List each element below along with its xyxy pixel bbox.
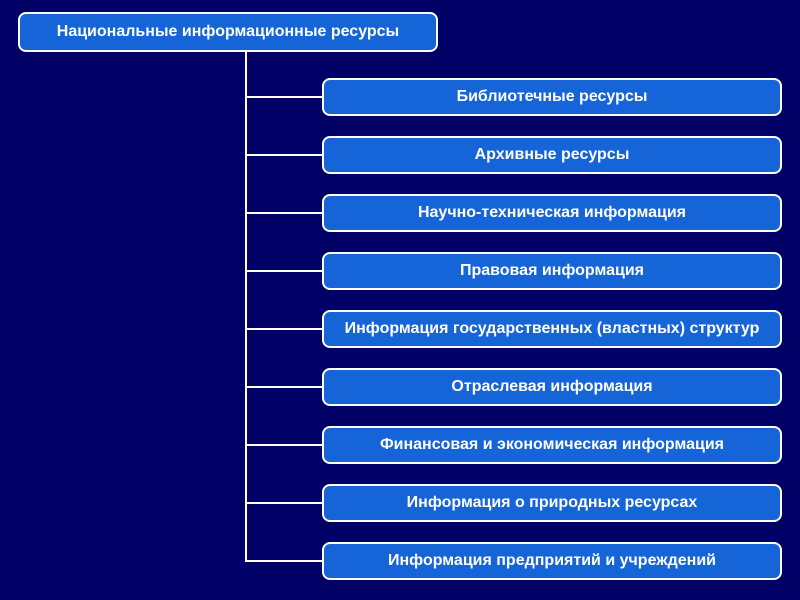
child-node-4: Информация государственных (властных) ст… [322,310,782,348]
child-node-7: Информация о природных ресурсах [322,484,782,522]
trunk-line [245,52,247,561]
branch-line-0 [245,96,322,98]
branch-line-7 [245,502,322,504]
child-node-3: Правовая информация [322,252,782,290]
branch-line-2 [245,212,322,214]
child-node-5: Отраслевая информация [322,368,782,406]
branch-line-6 [245,444,322,446]
branch-line-1 [245,154,322,156]
child-node-0: Библиотечные ресурсы [322,78,782,116]
diagram-canvas: Национальные информационные ресурсы Библи… [0,0,800,600]
root-node: Национальные информационные ресурсы [18,12,438,52]
branch-line-4 [245,328,322,330]
child-node-6: Финансовая и экономическая информация [322,426,782,464]
branch-line-8 [245,560,322,562]
child-node-2: Научно-техническая информация [322,194,782,232]
branch-line-3 [245,270,322,272]
child-node-1: Архивные ресурсы [322,136,782,174]
child-node-8: Информация предприятий и учреждений [322,542,782,580]
branch-line-5 [245,386,322,388]
